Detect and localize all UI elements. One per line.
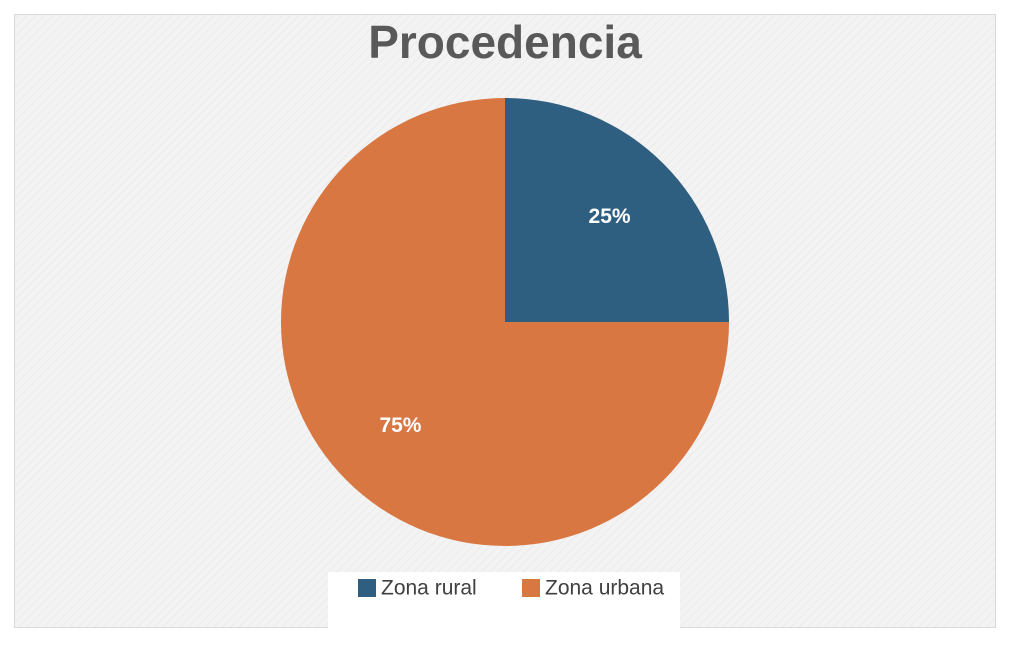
chart-title: Procedencia (368, 16, 642, 68)
legend-box (328, 572, 680, 628)
pie-slice (281, 98, 729, 546)
data-label: 75% (379, 414, 421, 437)
data-label: 25% (589, 205, 631, 228)
legend-label: Zona rural (381, 577, 477, 600)
legend-swatch (358, 579, 376, 597)
legend-label: Zona urbana (545, 577, 664, 600)
legend-swatch (522, 579, 540, 597)
pie-slice (505, 98, 729, 322)
